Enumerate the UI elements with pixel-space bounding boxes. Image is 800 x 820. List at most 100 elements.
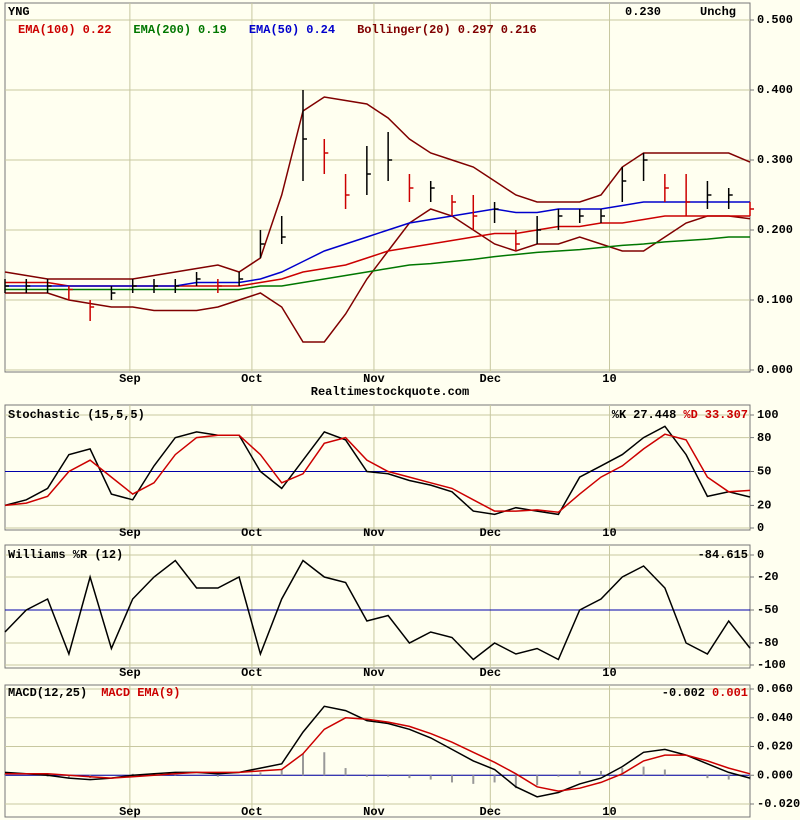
- series-line: [4, 425, 751, 516]
- histogram-bar: [578, 770, 581, 776]
- y-tick-label: 0.060: [757, 682, 793, 696]
- legend-value: 0.297: [458, 23, 494, 37]
- histogram-bar: [323, 752, 326, 776]
- histogram-bar: [472, 775, 475, 784]
- histogram-bar: [344, 768, 347, 776]
- histogram-bar: [451, 775, 453, 783]
- histogram-bar: [557, 775, 560, 777]
- macd-panel: [4, 684, 751, 818]
- histogram-bar: [493, 775, 496, 783]
- y-tick-label: 0.200: [757, 223, 793, 237]
- series-line: [4, 433, 751, 513]
- y-tick-label: -100: [757, 658, 786, 672]
- x-tick-label: Dec: [480, 372, 502, 386]
- legend-name: EMA(100): [18, 23, 76, 37]
- y-tick-label: 0: [757, 521, 764, 535]
- y-tick-label: 0.100: [757, 293, 793, 307]
- x-tick-label: Oct: [241, 666, 263, 680]
- legend-value: 0.216: [501, 23, 537, 37]
- x-tick-label: Dec: [480, 805, 502, 819]
- legend-name: Bollinger(20): [357, 23, 451, 37]
- legend-value: 0.24: [306, 23, 335, 37]
- y-tick-label: 50: [757, 465, 771, 479]
- y-tick-label: 0.500: [757, 13, 793, 27]
- x-tick-label: Sep: [119, 805, 141, 819]
- y-tick-label: -80: [757, 636, 779, 650]
- panel-title: Stochastic (15,5,5): [8, 408, 145, 422]
- legend-value: 0.22: [83, 23, 112, 37]
- series-line: [5, 717, 751, 792]
- x-tick-label: 10: [602, 526, 616, 540]
- x-tick-label: Oct: [241, 526, 263, 540]
- histogram-bar: [408, 775, 411, 779]
- series-line: [4, 705, 751, 798]
- legend-value: 33.307: [705, 408, 748, 422]
- x-tick-label: Nov: [363, 805, 385, 819]
- x-tick-label: 10: [602, 666, 616, 680]
- legend-name: EMA(50): [249, 23, 299, 37]
- williams-panel: [4, 544, 751, 669]
- legend-value: 27.448: [633, 408, 676, 422]
- y-tick-label: -50: [757, 603, 779, 617]
- panel-title: Williams %R (12): [8, 548, 123, 562]
- y-tick-label: 0.000: [757, 768, 793, 782]
- x-tick-label: 10: [602, 372, 616, 386]
- y-tick-label: 20: [757, 499, 771, 513]
- histogram-bar: [663, 769, 666, 776]
- x-tick-label: Nov: [363, 666, 385, 680]
- histogram-bar: [131, 773, 134, 776]
- legend-value: -0.002: [662, 686, 705, 700]
- y-tick-label: 0: [757, 548, 764, 562]
- x-tick-label: 10: [602, 805, 616, 819]
- x-tick-label: Sep: [119, 666, 141, 680]
- x-tick-label: Dec: [480, 526, 502, 540]
- y-tick-label: 0.400: [757, 83, 793, 97]
- legend-value: -84.615: [698, 548, 748, 562]
- bollinger-lower: [5, 208, 751, 343]
- legend-value: 0.001: [712, 686, 748, 700]
- histogram-bar: [387, 775, 390, 777]
- stochastic-panel: [4, 404, 751, 531]
- y-tick-label: 100: [757, 408, 779, 422]
- price-panel: [4, 2, 751, 373]
- legend-name: %K: [612, 408, 627, 422]
- legend-name: MACD EMA(9): [101, 686, 180, 700]
- histogram-bar: [216, 775, 219, 777]
- legend-name: MACD(12,25): [8, 686, 87, 700]
- y-tick-label: 0.020: [757, 740, 793, 754]
- y-tick-label: 0.040: [757, 711, 793, 725]
- x-tick-label: Oct: [241, 805, 263, 819]
- histogram-bar: [706, 775, 709, 779]
- histogram-bar: [727, 775, 730, 780]
- x-tick-label: Oct: [241, 372, 263, 386]
- legend-value: 0.19: [198, 23, 227, 37]
- y-tick-label: 80: [757, 431, 771, 445]
- histogram-bar: [259, 772, 262, 776]
- x-tick-label: Sep: [119, 526, 141, 540]
- last-price: 0.230: [625, 5, 661, 19]
- y-tick-label: -20: [757, 570, 779, 584]
- source: Realtimestockquote.com: [311, 385, 469, 399]
- price-change: Unchg: [700, 5, 736, 19]
- legend-name: %D: [683, 408, 697, 422]
- y-tick-label: 0.000: [757, 363, 793, 377]
- histogram-bar: [621, 768, 624, 776]
- x-tick-label: Sep: [119, 372, 141, 386]
- histogram-bar: [600, 770, 602, 776]
- symbol: YNG: [8, 5, 30, 19]
- histogram-bar: [280, 769, 283, 776]
- histogram-bar: [514, 775, 517, 789]
- histogram-bar: [302, 753, 304, 776]
- histogram-bar: [67, 775, 70, 779]
- histogram-bar: [365, 775, 368, 777]
- series-line: [5, 236, 750, 291]
- y-tick-label: 0.300: [757, 153, 793, 167]
- histogram-bar: [429, 775, 432, 780]
- y-tick-label: -0.020: [757, 797, 800, 811]
- histogram-bar: [642, 766, 645, 776]
- bollinger-upper: [4, 96, 751, 280]
- x-tick-label: Nov: [363, 372, 385, 386]
- series-line: [5, 201, 750, 287]
